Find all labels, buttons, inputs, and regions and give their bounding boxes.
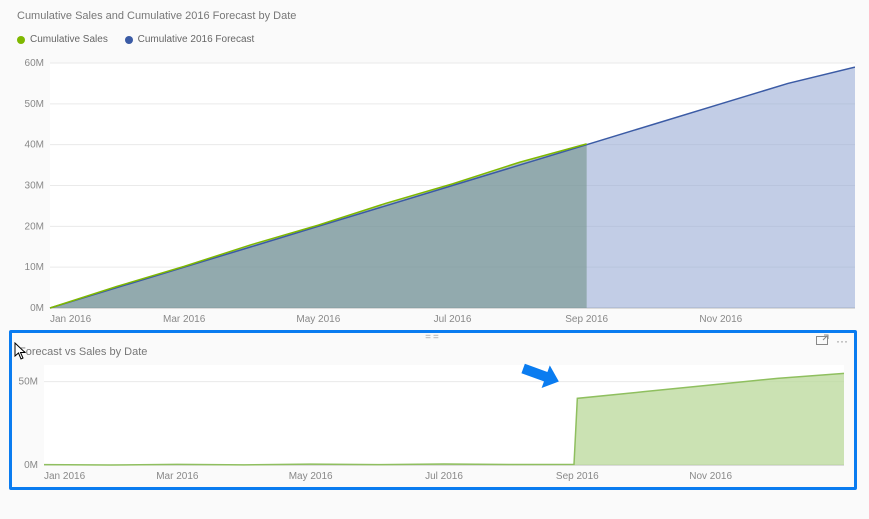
svg-text:May 2016: May 2016 [289, 471, 333, 482]
svg-text:0M: 0M [24, 460, 38, 471]
svg-text:10M: 10M [25, 262, 44, 273]
svg-text:40M: 40M [25, 140, 44, 151]
svg-text:Mar 2016: Mar 2016 [156, 471, 199, 482]
svg-text:20M: 20M [25, 221, 44, 232]
svg-text:Mar 2016: Mar 2016 [163, 314, 206, 325]
svg-text:50M: 50M [19, 377, 38, 388]
svg-text:60M: 60M [25, 58, 44, 69]
bottom-chart-plot[interactable]: 0M 50M Jan 2016 Mar 2016 May 2016 Jul 2016 Sep… [9, 330, 857, 490]
bottom-chart-panel[interactable]: == ··· Forecast vs Sales by Date 0M50MJa… [9, 330, 857, 490]
svg-text:Nov 2016: Nov 2016 [689, 471, 732, 482]
svg-text:Jan 2016: Jan 2016 [50, 314, 92, 325]
svg-text:Jul 2016: Jul 2016 [434, 314, 472, 325]
svg-text:50M: 50M [25, 99, 44, 110]
svg-text:Jan 2016: Jan 2016 [44, 471, 86, 482]
svg-text:Nov 2016: Nov 2016 [699, 314, 742, 325]
mouse-cursor-icon [14, 342, 28, 360]
svg-text:May 2016: May 2016 [296, 314, 340, 325]
svg-text:30M: 30M [25, 181, 44, 192]
svg-text:Jul 2016: Jul 2016 [425, 471, 463, 482]
svg-text:Sep 2016: Sep 2016 [565, 314, 608, 325]
top-chart-panel: Cumulative Sales and Cumulative 2016 For… [15, 8, 855, 328]
svg-text:0M: 0M [30, 303, 44, 314]
top-chart-plot[interactable]: 0M 10M 20M 30M 40M 50M 60M Jan 2016 Mar 2016 May … [15, 8, 855, 328]
svg-text:Sep 2016: Sep 2016 [556, 471, 599, 482]
